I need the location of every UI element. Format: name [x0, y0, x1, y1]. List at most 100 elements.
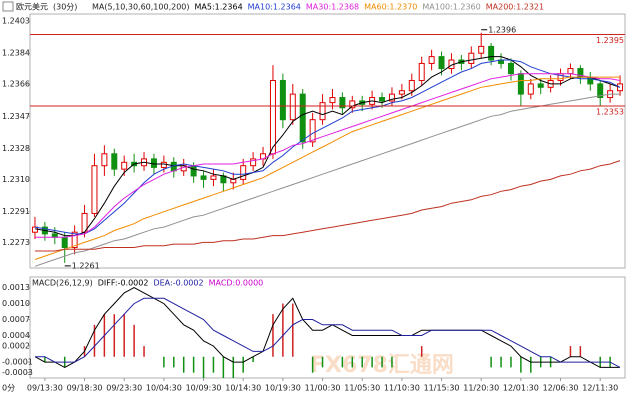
legend-entry: DIFF:-0.0002 [98, 279, 149, 288]
legend-entry: MA30:1.2368 [306, 3, 359, 12]
annotation-label: 1.2396 [488, 25, 516, 34]
candle-body [279, 79, 286, 121]
candle-body [388, 93, 395, 102]
candle-body [438, 56, 445, 70]
y-tick-label: 0.0010 [2, 299, 30, 308]
candle-body [418, 62, 425, 81]
candle-body [210, 175, 217, 180]
y-tick-label: 1.2366 [2, 79, 30, 88]
y-tick-label: 1.2347 [2, 112, 30, 121]
legend-entry: MA200:1.2321 [486, 3, 544, 12]
candle-body [617, 83, 624, 92]
x-tick-label: 12/06:30 [543, 384, 579, 393]
x-tick-label: 09/23:30 [106, 384, 142, 393]
candle-body [339, 97, 346, 109]
candle-body [71, 231, 78, 249]
y-tick-label: 1.2291 [2, 207, 30, 216]
candle-body [150, 158, 157, 168]
ma-line [34, 59, 621, 235]
candle-body [468, 52, 475, 64]
x-tick-label: 11/20:30 [463, 384, 499, 393]
x-tick-label: 09/18:30 [67, 384, 103, 393]
candle-body [200, 175, 207, 180]
ma-line [35, 160, 621, 252]
chart-title: 欧元美元 [16, 2, 48, 12]
candle-body [111, 153, 118, 170]
x-tick-label: 11/00:30 [305, 384, 341, 393]
candle-body [160, 161, 167, 168]
price-plot [31, 32, 624, 267]
x-tick-label: 11/05:30 [344, 384, 380, 393]
candle-body [398, 90, 405, 95]
x-tick-label: 12/11:30 [582, 384, 618, 393]
candle-body [240, 165, 247, 180]
candle-body [379, 97, 386, 102]
candle-body [121, 161, 128, 170]
corner-label: 0分 [2, 384, 15, 393]
candle-body [289, 93, 296, 121]
candle-body [428, 56, 435, 64]
candle-body [597, 83, 604, 99]
x-tick-label: 10/14:30 [225, 384, 261, 393]
macd-line [35, 297, 621, 368]
ma-line [35, 73, 621, 238]
macd-title: MACD(26,12,9) [32, 279, 93, 288]
x-tick-label: 10/04:30 [146, 384, 182, 393]
x-tick-label: 11/10:30 [384, 384, 420, 393]
y-tick-label: 0.0004 [2, 331, 30, 340]
candle-body [61, 236, 68, 249]
ma-line [34, 76, 620, 260]
candle-body [527, 83, 534, 95]
candle-body [269, 79, 276, 155]
ma-line [34, 93, 620, 267]
candle-body [408, 79, 415, 92]
candle-body [349, 100, 356, 109]
candle-body [478, 45, 485, 54]
legend-entry: MA100:1.2360 [422, 3, 480, 12]
candle-body [250, 158, 257, 167]
x-tick-label: 11/15:30 [424, 384, 460, 393]
price-line-label: 1.2395 [596, 36, 624, 45]
x-tick-label: 10/09:30 [186, 384, 222, 393]
ma-line [34, 56, 621, 237]
macd-line [34, 287, 620, 368]
y-tick-label: 1.2403 [2, 16, 30, 25]
y-tick-label: 1.2310 [2, 175, 30, 184]
candle-body [329, 97, 336, 104]
legend-entry: DEA:-0.0002 [153, 279, 203, 288]
indicator-label: MA(5,10,30,60,100,200) [92, 3, 190, 12]
candle-body [537, 83, 544, 88]
candle-body [319, 102, 326, 121]
y-tick-label: 0.0002 [2, 342, 30, 351]
y-tick-label: -0.0003 [2, 368, 33, 377]
candle-body [299, 93, 306, 143]
y-tick-label: 0.0013 [2, 283, 30, 292]
y-tick-label: -0.0001 [2, 358, 33, 367]
price-panel [29, 13, 626, 269]
legend-entry: MACD:0.0000 [209, 279, 264, 288]
x-tick-label: 09/13:30 [27, 384, 63, 393]
y-tick-label: 0.0007 [2, 315, 30, 324]
candle-body [507, 62, 514, 75]
chart-subtitle: (30分) [53, 3, 77, 12]
candle-body [517, 73, 524, 95]
candle-body [91, 165, 98, 214]
legend-entry: MA60:1.2370 [364, 3, 417, 12]
price-line-label: 1.2353 [596, 108, 624, 117]
symbol-icon [2, 1, 14, 12]
candle-body [567, 68, 574, 75]
x-tick-label: 12/01:30 [503, 384, 539, 393]
macd-plot [34, 287, 621, 378]
legend-entry: MA10:1.2364 [248, 3, 301, 12]
x-tick-label: 10/19:30 [265, 384, 301, 393]
annotation-label: 1.2261 [72, 261, 100, 270]
y-tick-label: 1.2273 [2, 238, 30, 247]
candle-body [488, 45, 495, 61]
candle-body [101, 153, 108, 167]
y-tick-label: 1.2328 [2, 144, 30, 153]
candle-body [190, 165, 197, 177]
y-tick-label: 1.2384 [2, 49, 30, 58]
candle-body [309, 119, 316, 143]
legend-entry: MA5:1.2364 [195, 3, 243, 12]
